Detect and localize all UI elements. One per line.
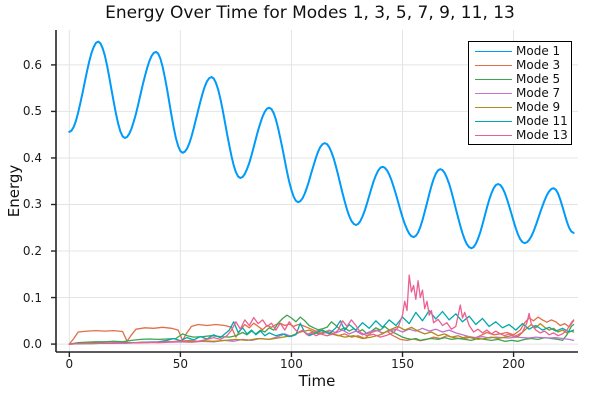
y-tick-label: 0.5 <box>22 104 42 119</box>
legend-item: Mode 7 <box>469 86 571 100</box>
x-tick-label: 50 <box>172 357 189 371</box>
legend-line-sample <box>475 134 512 136</box>
y-tick-label: 0.1 <box>22 290 42 305</box>
legend-item: Mode 9 <box>469 100 571 114</box>
series-line-mode-5 <box>68 314 575 345</box>
series-line-mode-1 <box>68 40 575 250</box>
legend-line-sample <box>475 106 512 108</box>
chart-title: Energy Over Time for Modes 1, 3, 5, 7, 9… <box>105 3 515 23</box>
legend-line-sample <box>475 92 512 94</box>
legend-item: Mode 13 <box>469 128 571 142</box>
y-tick-label: 0.4 <box>22 150 42 165</box>
x-axis-label: Time <box>298 372 336 390</box>
legend-label: Mode 11 <box>516 114 568 128</box>
series-line-mode-3 <box>68 316 575 345</box>
legend-label: Mode 1 <box>516 44 561 58</box>
y-tick-label: 0.0 <box>22 337 42 352</box>
y-tick-label: 0.6 <box>22 57 42 72</box>
legend-label: Mode 9 <box>516 100 561 114</box>
legend-line-sample <box>475 120 512 122</box>
series-line-mode-13 <box>68 274 575 345</box>
x-tick-label: 200 <box>502 357 526 371</box>
legend-label: Mode 5 <box>516 72 561 86</box>
legend-line-sample <box>475 64 512 66</box>
legend-item: Mode 11 <box>469 114 571 128</box>
legend-item: Mode 3 <box>469 58 571 72</box>
x-tick-label: 100 <box>280 357 303 371</box>
legend-label: Mode 13 <box>516 128 568 142</box>
legend-label: Mode 3 <box>516 58 561 72</box>
y-tick-label: 0.3 <box>22 197 42 212</box>
legend-label: Mode 7 <box>516 86 561 100</box>
legend-item: Mode 5 <box>469 72 571 86</box>
x-tick-label: 0 <box>65 357 74 371</box>
y-tick-label: 0.2 <box>22 244 42 259</box>
legend-line-sample <box>475 50 512 52</box>
x-tick-label: 150 <box>391 357 414 371</box>
legend-item: Mode 1 <box>469 44 571 58</box>
legend-line-sample <box>475 78 512 80</box>
legend: Mode 1 Mode 3 Mode 5 Mode 7 Mode 9 Mode 11 Mod… <box>468 41 572 145</box>
series-line-mode-11 <box>68 309 575 345</box>
